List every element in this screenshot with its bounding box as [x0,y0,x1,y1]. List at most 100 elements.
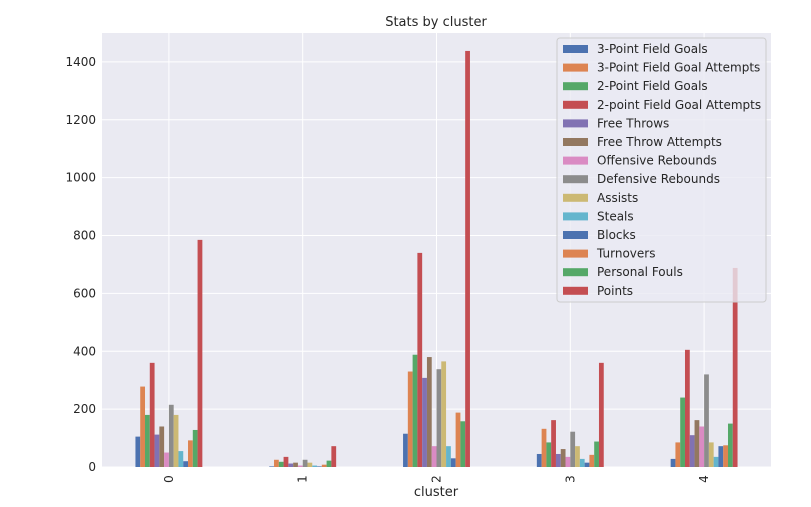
bars [135,50,738,468]
bar [422,377,427,467]
legend-label: 3-Point Field Goals [597,42,708,56]
legend-label: Points [597,284,633,298]
bar [269,466,275,467]
y-tick-label: 600 [73,286,96,300]
bar [699,426,705,467]
bar [135,436,141,467]
bar [168,404,174,467]
legend-label: 3-Point Field Goal Attempts [597,61,760,75]
bar [188,440,193,467]
x-tick-label: 1 [296,475,310,483]
x-tick-label: 2 [430,475,444,483]
bar [412,354,418,467]
bar [288,463,294,467]
legend-swatch [563,138,588,146]
bar [546,442,552,467]
bar [465,50,470,468]
bar [441,361,447,467]
bar [541,428,547,467]
bar [675,442,681,467]
bar [594,441,599,467]
x-axis-ticks: 0 1 2 3 4 [162,475,711,483]
legend-label: Defensive Rebounds [597,172,720,186]
bar [694,420,700,467]
bar [317,466,322,467]
legend-swatch [563,63,588,72]
bar [579,458,585,467]
bar [431,446,437,467]
bar [326,460,332,467]
bar [536,453,542,467]
bar [140,386,146,467]
y-tick-label: 1000 [65,171,96,185]
legend-label: Steals [597,209,634,223]
legend-swatch [563,119,588,128]
bar [575,446,580,467]
legend-label: 2-Point Field Goals [597,79,708,93]
legend-swatch [563,156,588,165]
legend-label: 2-point Field Goal Attempts [597,98,761,112]
legend-swatch [563,286,588,295]
legend-swatch [563,45,588,53]
legend-swatch [563,82,588,91]
bar [732,267,738,467]
bar [407,371,413,467]
bar [723,445,728,467]
bar [589,454,595,467]
bar [713,456,719,467]
bar [718,446,724,467]
legend-swatch [563,231,588,239]
bar [455,412,461,467]
bar [704,374,709,467]
bar [149,362,155,467]
legend-swatch [563,212,588,221]
bar [164,452,169,467]
bar [560,449,566,467]
bar [312,465,318,467]
bar [565,456,571,467]
bar [403,433,408,467]
bar [551,420,556,467]
bar [302,459,308,467]
y-tick-label: 1400 [65,55,96,69]
bar [307,462,313,467]
bar [192,429,198,467]
y-tick-label: 0 [88,460,96,474]
legend-label: Offensive Rebounds [597,154,717,168]
bar [584,462,590,467]
legend-swatch [563,100,588,109]
bar [689,435,695,467]
bar [426,357,432,467]
bar [727,423,733,467]
bar [708,442,714,467]
bar [450,458,456,467]
bar [446,446,451,467]
bar [670,458,676,467]
bar [173,414,179,467]
x-tick-label: 4 [697,475,711,483]
bar [283,456,289,467]
y-axis-ticks: 0 200 400 600 800 1000 1200 1400 [65,55,96,474]
x-axis-label: cluster [414,485,459,500]
bar [278,461,284,467]
bar [274,459,279,467]
bar [154,434,160,467]
legend-label: Free Throws [597,116,669,130]
bar [417,252,423,467]
bar [321,464,327,467]
bar [570,431,576,467]
legend-swatch [563,249,588,258]
x-tick-label: 0 [162,475,176,483]
legend-label: Blocks [597,228,636,242]
bar [684,349,690,467]
y-tick-label: 1200 [65,113,96,127]
bar [183,461,189,467]
bar [436,369,442,467]
y-tick-label: 800 [73,229,96,243]
legend-label: Free Throw Attempts [597,135,722,149]
bar [178,451,184,467]
bar [159,426,165,467]
legend: 3-Point Field Goals 3-Point Field Goal At… [556,37,767,303]
